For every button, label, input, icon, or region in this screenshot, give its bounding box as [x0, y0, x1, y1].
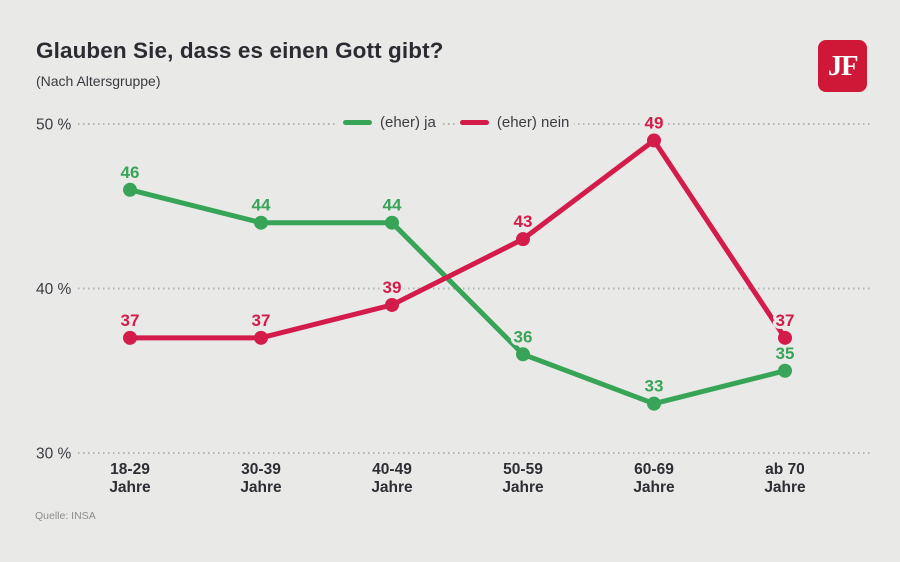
legend-item-nein: (eher) nein: [454, 112, 575, 133]
source-note: Quelle: INSA: [35, 510, 96, 522]
x-axis-label: 30-39 Jahre: [240, 461, 282, 496]
legend-swatch-ja: [343, 120, 372, 125]
data-point: [778, 330, 792, 345]
y-axis-tick-label: 40 %: [36, 281, 72, 298]
y-axis-tick-label: 50 %: [36, 117, 72, 134]
chart-subtitle: (Nach Altersgruppe): [36, 73, 161, 89]
data-label: 37: [121, 311, 140, 330]
x-axis-label: 60-69 Jahre: [633, 461, 675, 496]
data-label: 33: [645, 377, 664, 396]
data-point: [254, 215, 268, 230]
series-line-0: [127, 187, 788, 407]
x-axis-label: 40-49 Jahre: [371, 461, 413, 496]
series-line-1: [127, 137, 788, 341]
x-axis-label: 18-29 Jahre: [109, 461, 151, 496]
data-point: [516, 347, 530, 362]
x-axis-label: ab 70 Jahre: [764, 461, 806, 496]
chart-title: Glauben Sie, dass es einen Gott gibt?: [36, 38, 444, 63]
jf-logo-text: JF: [827, 49, 859, 82]
legend-label-nein: (eher) nein: [496, 114, 570, 131]
data-label: 44: [252, 196, 271, 215]
y-axis-tick-label: 30 %: [36, 446, 72, 463]
data-point: [516, 232, 530, 247]
data-label: 39: [383, 278, 402, 297]
jf-logo: JF: [818, 40, 867, 92]
data-label: 49: [645, 113, 664, 132]
x-axis-label: 50-59 Jahre: [502, 461, 544, 496]
data-label: 35: [776, 344, 795, 363]
data-label: 43: [514, 212, 533, 231]
data-point: [385, 215, 399, 230]
data-point: [647, 396, 661, 411]
data-point: [123, 330, 137, 345]
legend-swatch-nein: [459, 120, 489, 125]
chart-legend: (eher) ja (eher) nein: [338, 112, 575, 133]
data-label: 46: [121, 163, 140, 182]
data-point: [647, 133, 661, 148]
data-point: [123, 182, 137, 197]
data-label: 37: [252, 311, 271, 330]
data-label: 44: [383, 196, 402, 215]
data-label: 37: [776, 311, 795, 330]
data-point: [254, 330, 268, 345]
legend-label-ja: (eher) ja: [380, 114, 436, 131]
data-label: 36: [514, 327, 533, 346]
data-point: [385, 297, 399, 312]
data-point: [778, 363, 792, 378]
legend-item-ja: (eher) ja: [338, 112, 441, 133]
